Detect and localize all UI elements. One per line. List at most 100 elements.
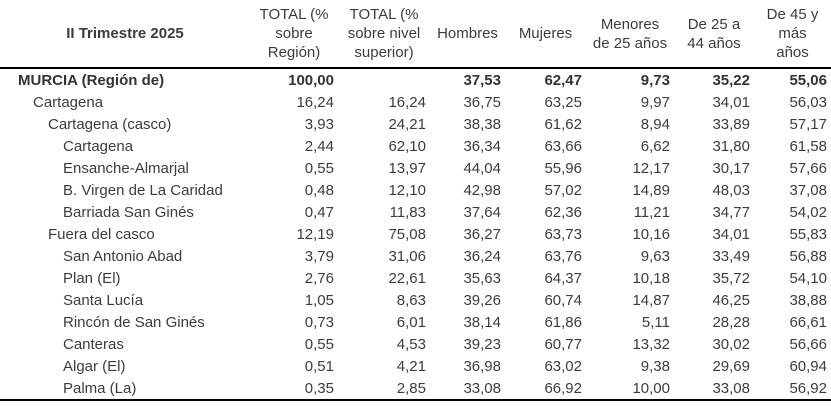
cell-value: 34,01 — [712, 93, 750, 111]
cell-value: 5,11 — [641, 313, 670, 331]
cell-value: 36,27 — [463, 225, 501, 243]
cell-value: 3,79 — [304, 247, 334, 265]
cell-value: 2,44 — [304, 137, 334, 155]
cell-value: 57,02 — [544, 181, 582, 199]
cell-value: 11,21 — [633, 203, 670, 221]
cell-value: 9,63 — [640, 247, 670, 265]
row-label: B. Virgen de La Caridad — [63, 181, 223, 199]
cell-value: 14,87 — [632, 291, 670, 309]
table-row: MURCIA (Región de) 100,00 37,53 62,47 9,73 35… — [0, 68, 831, 91]
cell-value: 66,92 — [544, 379, 582, 397]
cell-value: 31,06 — [388, 247, 426, 265]
cell-value: 12,17 — [632, 159, 670, 177]
cell-value: 57,66 — [789, 159, 827, 177]
cell-value: 4,53 — [396, 335, 426, 353]
cell-value: 33,08 — [712, 379, 750, 397]
cell-value: 60,74 — [544, 291, 582, 309]
cell-value: 61,86 — [544, 313, 582, 331]
cell-value: 14,89 — [632, 181, 670, 199]
cell-value: 16,24 — [296, 93, 334, 111]
cell-value: 4,21 — [396, 357, 426, 375]
cell-value: 30,17 — [712, 159, 750, 177]
cell-value: 1,05 — [304, 291, 334, 309]
cell-value: 36,24 — [463, 247, 501, 265]
cell-value: 56,88 — [789, 247, 827, 265]
cell-value: 0,73 — [304, 313, 334, 331]
cell-value: 62,36 — [544, 203, 582, 221]
cell-value: 13,32 — [632, 335, 670, 353]
table-row: Algar (El) 0,51 4,21 36,98 63,02 9,38 29,69 60,… — [0, 355, 831, 377]
cell-value: 36,75 — [463, 93, 501, 111]
cell-value: 39,26 — [463, 291, 501, 309]
corner-header-period: II Trimestre 2025 — [0, 2, 250, 69]
cell-value: 61,58 — [789, 137, 827, 155]
row-label: Cartagena — [63, 137, 134, 155]
table-row: Plan (El) 2,76 22,61 35,63 64,37 10,18 35,72 54… — [0, 267, 831, 289]
cell-value: 36,98 — [463, 357, 501, 375]
table-row: Cartagena (casco) 3,93 24,21 38,38 61,62 8,94… — [0, 113, 831, 135]
row-label: Fuera del casco — [48, 225, 155, 243]
cell-value: 10,18 — [632, 269, 670, 287]
header-row: II Trimestre 2025 TOTAL (% sobre Región)… — [0, 2, 831, 69]
cell-value: 60,77 — [544, 335, 582, 353]
row-label: Algar (El) — [63, 357, 126, 375]
cell-value: 37,64 — [463, 203, 501, 221]
cell-value: 33,08 — [463, 379, 501, 397]
cell-value: 38,38 — [463, 115, 501, 133]
cell-value: 10,16 — [632, 225, 670, 243]
cell-value: 60,94 — [789, 357, 827, 375]
table-row: Palma (La) 0,35 2,85 33,08 66,92 10,00 33,08 56… — [0, 377, 831, 400]
table-row: Ensanche-Almarjal 0,55 13,97 44,04 55,96 12,1… — [0, 157, 831, 179]
cell-value: 63,76 — [544, 247, 582, 265]
cell-value: 37,08 — [789, 181, 827, 199]
row-label: MURCIA (Región de) — [18, 71, 165, 89]
row-label: San Antonio Abad — [63, 247, 183, 265]
table-row: Canteras 0,55 4,53 39,23 60,77 13,32 30,02 56,6… — [0, 333, 831, 355]
row-label: Palma (La) — [63, 379, 137, 397]
table-header: II Trimestre 2025 TOTAL (% sobre Región)… — [0, 2, 831, 69]
column-header-total-region: TOTAL (% sobre Región) — [250, 2, 338, 69]
cell-value: 3,93 — [304, 115, 334, 133]
cell-value: 16,24 — [388, 93, 426, 111]
column-header-25-44: De 25 a 44 años — [674, 2, 754, 69]
cell-value: 12,19 — [296, 225, 334, 243]
cell-value: 56,92 — [789, 379, 827, 397]
cell-value: 37,53 — [463, 71, 501, 89]
cell-value: 31,80 — [712, 137, 750, 155]
cell-value: 48,03 — [712, 181, 750, 199]
table-row: Cartagena 2,44 62,10 36,34 63,66 6,62 31,80 61,… — [0, 135, 831, 157]
column-header-mujeres: Mujeres — [505, 2, 586, 69]
cell-value: 8,94 — [640, 115, 670, 133]
cell-value: 57,17 — [789, 115, 827, 133]
table-row: Rincón de San Ginés 0,73 6,01 38,14 61,86 5,1… — [0, 311, 831, 333]
cell-value: 24,21 — [388, 115, 426, 133]
table-row: Fuera del casco 12,19 75,08 36,27 63,73 10,16… — [0, 223, 831, 245]
cell-value: 2,85 — [396, 379, 426, 397]
cell-value: 61,62 — [544, 115, 582, 133]
cell-value: 11,83 — [389, 203, 426, 221]
row-label: Canteras — [63, 335, 124, 353]
cell-value: 39,23 — [463, 335, 501, 353]
cell-value: 55,83 — [789, 225, 827, 243]
cell-value: 0,47 — [304, 203, 334, 221]
table-row: San Antonio Abad 3,79 31,06 36,24 63,76 9,63 3… — [0, 245, 831, 267]
cell-value: 35,22 — [712, 71, 750, 89]
cell-value: 63,73 — [544, 225, 582, 243]
cell-value: 42,98 — [463, 181, 501, 199]
cell-value: 63,02 — [544, 357, 582, 375]
cell-value: 56,03 — [789, 93, 827, 111]
cell-value: 44,04 — [463, 159, 501, 177]
cell-value: 22,61 — [388, 269, 426, 287]
cell-value: 75,08 — [388, 225, 426, 243]
cell-value: 8,63 — [396, 291, 426, 309]
cell-value: 10,00 — [632, 379, 670, 397]
cell-value: 6,62 — [640, 137, 670, 155]
column-header-menores-25: Menores de 25 años — [586, 2, 674, 69]
cell-value: 35,63 — [463, 269, 501, 287]
cell-value: 0,35 — [304, 379, 334, 397]
row-label: Ensanche-Almarjal — [63, 159, 189, 177]
row-label: Santa Lucía — [63, 291, 144, 309]
cell-value: 13,97 — [388, 159, 426, 177]
